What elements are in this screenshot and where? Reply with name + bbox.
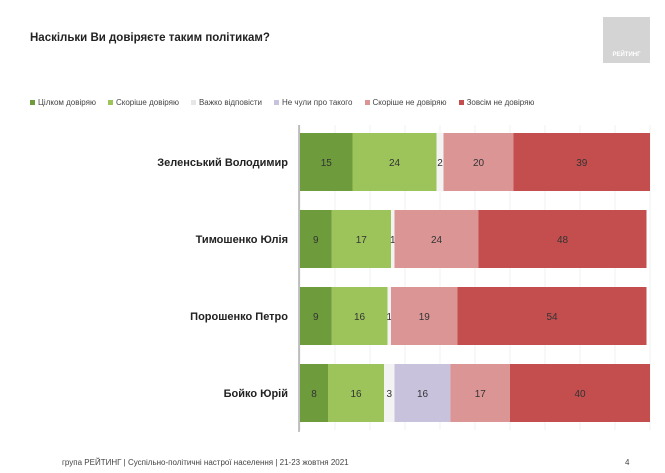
bar-segment — [300, 287, 332, 345]
data-label: 48 — [557, 235, 569, 246]
data-label: 16 — [354, 312, 366, 323]
bar-segment — [300, 133, 353, 191]
legend-label: Не чули про такого — [281, 98, 353, 107]
logo-text: РЕЙТИНГ — [612, 52, 641, 58]
category-label: Бойко Юрій — [224, 388, 288, 400]
data-label: 17 — [356, 235, 368, 246]
bar-segment — [391, 210, 395, 268]
bar-segment — [384, 364, 395, 422]
bar-segment — [352, 133, 437, 191]
legend-item: Не чули про такого — [273, 98, 353, 107]
data-label: 24 — [389, 158, 401, 169]
category-label: Зеленський Володимир — [157, 157, 288, 169]
bar-segment — [450, 364, 510, 422]
data-label: 17 — [475, 389, 487, 400]
bar-segment — [300, 364, 328, 422]
bar-segment — [436, 133, 444, 191]
legend-item: Зовсім не довіряю — [458, 98, 535, 107]
bar-segment — [331, 287, 388, 345]
data-label: 40 — [574, 389, 586, 400]
bar-segment — [513, 133, 650, 191]
legend-swatch — [107, 100, 113, 105]
bar-segment — [331, 210, 391, 268]
chart-title: Наскільки Ви довіряєте таким політикам? — [30, 32, 270, 44]
legend-swatch — [273, 100, 279, 105]
legend-label: Цілком довіряю — [38, 98, 96, 107]
data-label: 16 — [350, 389, 362, 400]
bar-segment — [328, 364, 384, 422]
data-label: 3 — [386, 389, 392, 400]
data-label: 1 — [386, 312, 392, 323]
legend-item: Скоріше не довіряю — [364, 98, 447, 107]
footer-text: група РЕЙТИНГ | Суспільно-політичні наст… — [62, 458, 349, 467]
bar-segment — [443, 133, 514, 191]
bar-segment — [387, 287, 391, 345]
data-label: 2 — [437, 158, 443, 169]
data-label: 1 — [390, 235, 396, 246]
legend-label: Зовсім не довіряю — [466, 98, 535, 107]
data-label: 24 — [431, 235, 443, 246]
chart-legend: Цілком довіряю Скоріше довіряю Важко відпо… — [30, 98, 534, 107]
bar-segment — [510, 364, 650, 422]
category-label: Порошенко Петро — [190, 311, 288, 323]
legend-label: Скоріше не довіряю — [372, 98, 447, 107]
data-label: 19 — [419, 312, 431, 323]
data-label: 8 — [311, 389, 317, 400]
data-label: 20 — [473, 158, 485, 169]
bar-segment — [300, 210, 332, 268]
data-label: 9 — [313, 312, 319, 323]
bar-segment — [394, 364, 451, 422]
legend-item: Скоріше довіряю — [107, 98, 179, 107]
bar-segment — [394, 210, 479, 268]
rating-logo: РЕЙТИНГ — [603, 17, 650, 63]
page-number: 4 — [625, 458, 630, 467]
data-label: 39 — [576, 158, 588, 169]
bar-segment — [457, 287, 647, 345]
legend-item: Цілком довіряю — [30, 98, 96, 107]
legend-swatch — [190, 100, 196, 105]
legend-label: Важко відповісти — [198, 98, 262, 107]
bar-segment — [478, 210, 647, 268]
category-label: Тимошенко Юлія — [196, 234, 288, 246]
bar-segment — [391, 287, 458, 345]
legend-item: Важко відповісти — [190, 98, 262, 107]
data-label: 9 — [313, 235, 319, 246]
legend-swatch — [364, 100, 370, 105]
data-label: 16 — [417, 389, 429, 400]
data-label: 54 — [546, 312, 558, 323]
legend-swatch — [458, 100, 464, 105]
legend-label: Скоріше довіряю — [115, 98, 179, 107]
data-label: 15 — [321, 158, 333, 169]
legend-swatch — [30, 100, 35, 105]
